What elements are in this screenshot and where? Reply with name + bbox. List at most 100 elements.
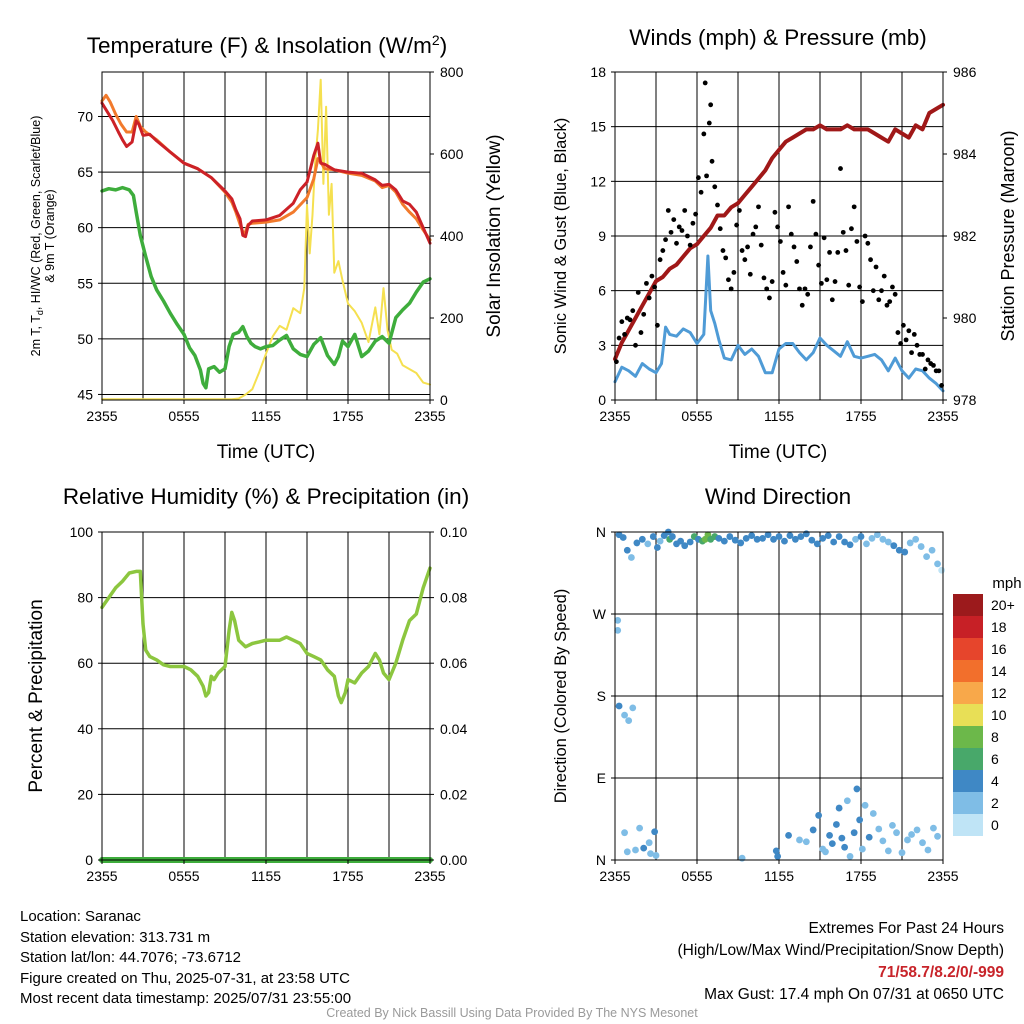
winds-y2tick-label: 984: [953, 146, 977, 162]
winds-gust-point: [816, 262, 822, 268]
colorbar-swatch: [953, 726, 983, 748]
winds-gust-point: [619, 319, 625, 325]
humidity-y2tick-label: 0.00: [440, 852, 467, 868]
winds-y2tick-label: 982: [953, 228, 977, 244]
winds-ytick-label: 3: [598, 337, 606, 353]
winds-ytick-label: 12: [590, 173, 606, 189]
humidity-xtick-label: 1755: [332, 868, 363, 884]
direction-point: [904, 836, 911, 844]
direction-gridlines: [615, 532, 943, 860]
direction-point: [640, 844, 648, 852]
winds-gust-point: [870, 288, 876, 294]
direction-title: Wind Direction: [705, 484, 851, 509]
colorbar-label: 14: [991, 663, 1007, 679]
winds-gust-point: [742, 257, 748, 263]
direction-point: [619, 534, 627, 541]
direction-point: [853, 785, 861, 793]
winds-gust-point: [849, 226, 854, 232]
direction-point: [819, 534, 827, 542]
direction-point: [669, 533, 676, 540]
winds-gust-point: [644, 280, 649, 286]
direction-point: [852, 535, 859, 543]
winds-gust-point: [906, 328, 912, 334]
winds-gust-point: [884, 302, 890, 308]
colorbar-label: 6: [991, 751, 999, 767]
colorbar-swatch: [953, 748, 983, 770]
station-latlon: Station lat/lon: 44.7076; -73.6712: [20, 949, 242, 966]
colorbar-swatch: [953, 792, 983, 814]
direction-point: [917, 543, 925, 550]
winds-gust-point: [922, 366, 928, 372]
direction-point: [748, 532, 756, 540]
direction-point: [919, 839, 926, 847]
winds-gust-point: [859, 299, 865, 304]
direction-point: [835, 533, 843, 540]
winds-gust-point: [627, 317, 633, 323]
temperature-xtick-label: 1755: [332, 408, 363, 424]
winds-gust-point: [712, 184, 718, 190]
direction-point: [874, 531, 881, 539]
direction-point: [928, 546, 936, 554]
winds-title: Winds (mph) & Pressure (mb): [629, 25, 927, 50]
temperature-xtick-label: 2355: [86, 408, 117, 424]
direction-point: [813, 540, 821, 548]
humidity-ytick-label: 0: [85, 852, 93, 868]
direction-point: [930, 824, 937, 832]
winds-gust-point: [786, 204, 791, 210]
humidity-xtick-label: 0555: [168, 868, 199, 884]
colorbar-label: 4: [991, 773, 999, 789]
winds-gust-point: [799, 302, 805, 308]
colorbar-label: 16: [991, 641, 1007, 657]
winds-gust-point: [775, 224, 781, 230]
direction-point: [652, 852, 660, 859]
direction-point: [677, 537, 684, 545]
humidity-ytick-label: 20: [77, 786, 93, 802]
colorbar-swatch: [953, 616, 983, 638]
winds-gust-point: [660, 248, 666, 253]
temperature-ytick-label: 60: [77, 220, 93, 236]
temperature-xtick-label: 0555: [168, 408, 199, 424]
winds-gust-point: [931, 362, 936, 368]
direction-point: [638, 535, 646, 543]
winds-gust-point: [616, 335, 622, 341]
direction-point: [653, 544, 661, 551]
temperature-y2tick-label: 0: [440, 392, 448, 408]
winds-gust-point: [827, 250, 832, 255]
winds-gust-point: [745, 244, 750, 250]
winds-ytick-label: 6: [598, 283, 606, 299]
direction-point: [785, 832, 792, 839]
direction-point: [824, 532, 832, 540]
temperature-panel: Temperature (F) & Insolation (W/m2) 2355…: [29, 32, 505, 463]
direction-point: [850, 829, 858, 837]
winds-gust-point: [622, 332, 627, 337]
winds-xlabel: Time (UTC): [729, 442, 828, 463]
direction-point: [830, 538, 838, 546]
temperature-y2tick-label: 400: [440, 228, 464, 244]
direction-point: [636, 824, 643, 832]
colorbar-label: 12: [991, 685, 1007, 701]
winds-gust-point: [649, 273, 655, 279]
direction-point: [841, 538, 848, 546]
winds-gust-point: [865, 240, 871, 246]
winds-gust-point: [630, 308, 636, 314]
colorbar-label: 10: [991, 707, 1007, 723]
direction-point: [786, 532, 794, 540]
credit-line: Created By Nick Bassill Using Data Provi…: [326, 1006, 698, 1020]
temperature-y2tick-label: 200: [440, 310, 464, 326]
winds-xtick-label: 2355: [599, 408, 630, 424]
direction-point: [621, 829, 628, 837]
winds-gust-point: [731, 270, 737, 275]
direction-point: [764, 531, 772, 539]
winds-gust-point: [685, 233, 690, 239]
direction-point: [656, 537, 664, 545]
station-location: Location: Saranac: [20, 908, 141, 925]
humidity-y2tick-label: 0.08: [440, 590, 467, 606]
winds-gust-point: [698, 189, 704, 195]
winds-gust-point: [704, 173, 709, 179]
temperature-xlabel: Time (UTC): [217, 442, 316, 463]
direction-point: [843, 797, 851, 805]
winds-gust-point: [810, 198, 816, 204]
direction-point: [753, 535, 761, 543]
recent-timestamp: Most recent data timestamp: 2025/07/31 2…: [20, 990, 352, 1007]
direction-point: [934, 832, 941, 840]
